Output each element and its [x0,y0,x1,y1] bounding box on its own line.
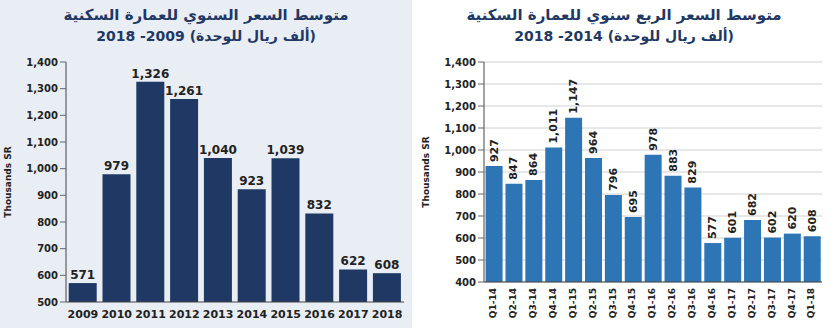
svg-text:883: 883 [667,149,680,172]
html-text:متوسط السعر السنوي للعمارة الس: متوسط السعر السنوي للعمارة السكنية [63,6,349,24]
svg-text:1,100: 1,100 [444,123,476,134]
svg-text:695: 695 [627,190,640,213]
svg-text:577: 577 [706,216,719,239]
svg-text:927: 927 [488,139,501,162]
svg-text:622: 622 [341,254,366,268]
svg-text:500: 500 [37,297,58,308]
svg-text:600: 600 [455,233,476,244]
svg-text:1,400: 1,400 [26,57,58,68]
svg-text:Q4-14: Q4-14 [548,288,558,318]
svg-text:608: 608 [374,258,399,272]
svg-text:Q3-14: Q3-14 [528,288,538,318]
svg-text:1,000: 1,000 [444,145,476,156]
svg-text:2009: 2009 [68,308,99,321]
svg-text:Q1-18: Q1-18 [806,288,816,318]
svg-text:700: 700 [455,211,476,222]
svg-text:1,300: 1,300 [26,83,58,94]
svg-text:829: 829 [686,161,699,184]
svg-text:571: 571 [70,268,95,282]
svg-text:Q2-15: Q2-15 [588,288,598,318]
svg-text:978: 978 [647,128,660,151]
svg-text:2015: 2015 [270,308,301,321]
svg-text:2012: 2012 [169,308,200,321]
svg-text:2018: 2018 [372,308,403,321]
html-text:(ألف ريال للوحدة) 2009- 2018: (ألف ريال للوحدة) 2009- 2018 [96,28,316,44]
svg-text:964: 964 [587,131,600,154]
svg-text:2011: 2011 [135,308,166,321]
svg-text:1,400: 1,400 [444,57,476,68]
svg-text:700: 700 [37,243,58,254]
svg-text:1,200: 1,200 [444,101,476,112]
svg-text:1,261: 1,261 [165,84,203,98]
svg-text:1,040: 1,040 [199,143,237,157]
svg-text:1,011: 1,011 [547,109,560,144]
svg-text:Q1-15: Q1-15 [568,288,578,318]
svg-text:Q1-14: Q1-14 [488,288,498,318]
svg-text:500: 500 [455,255,476,266]
svg-text:800: 800 [37,217,58,228]
svg-text:2010: 2010 [101,308,132,321]
svg-text:2013: 2013 [203,308,234,321]
svg-text:900: 900 [455,167,476,178]
svg-text:1,147: 1,147 [567,79,580,114]
svg-text:Q1-16: Q1-16 [647,288,657,318]
svg-text:796: 796 [607,168,620,191]
svg-text:979: 979 [104,159,129,173]
svg-text:Q3-15: Q3-15 [608,288,618,318]
svg-text:1,039: 1,039 [267,143,305,157]
svg-text:923: 923 [239,174,264,188]
svg-text:602: 602 [766,211,779,234]
svg-text:1,000: 1,000 [26,163,58,174]
svg-text:Q2-17: Q2-17 [747,288,757,318]
svg-text:Thousands SR: Thousands SR [8,146,13,217]
svg-text:682: 682 [746,193,759,216]
svg-text:1,300: 1,300 [444,79,476,90]
svg-text:2017: 2017 [338,308,369,321]
html-text:متوسط السعر الربع سنوي للعمارة: متوسط السعر الربع سنوي للعمارة السكنية [466,6,782,24]
svg-text:Q2-16: Q2-16 [667,288,677,318]
html-text:(ألف ريال للوحدة) 2014- 2018: (ألف ريال للوحدة) 2014- 2018 [514,28,734,44]
svg-text:601: 601 [726,211,739,234]
svg-text:Q3-17: Q3-17 [767,288,777,318]
svg-text:Q3-16: Q3-16 [687,288,697,318]
svg-text:620: 620 [786,206,799,229]
svg-text:Thousands SR: Thousands SR [421,136,431,207]
svg-text:900: 900 [37,190,58,201]
svg-text:2014: 2014 [237,308,268,321]
svg-text:847: 847 [507,157,520,180]
svg-text:1,200: 1,200 [26,110,58,121]
svg-text:1,100: 1,100 [26,137,58,148]
svg-text:400: 400 [455,277,476,288]
svg-text:600: 600 [37,270,58,281]
svg-text:1,326: 1,326 [131,67,169,81]
svg-text:864: 864 [527,153,540,176]
svg-text:Q4-16: Q4-16 [707,288,717,318]
svg-text:608: 608 [806,209,819,232]
svg-text:Q2-14: Q2-14 [508,288,518,318]
svg-text:800: 800 [455,189,476,200]
svg-text:2016: 2016 [304,308,335,321]
svg-text:Q4-15: Q4-15 [628,288,638,318]
svg-text:832: 832 [307,198,332,212]
svg-text:Q4-17: Q4-17 [787,288,797,318]
svg-text:Q1-17: Q1-17 [727,288,737,318]
